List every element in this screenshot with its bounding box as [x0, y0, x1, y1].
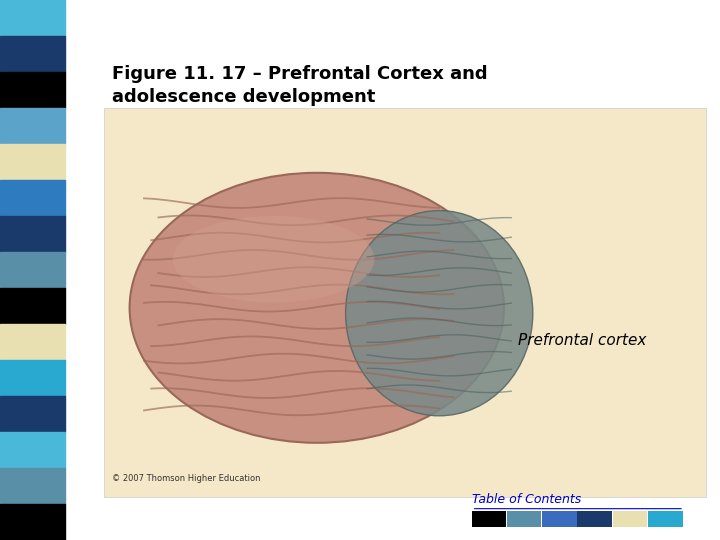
Bar: [0, 432, 65, 468]
Bar: [0, 252, 65, 288]
Bar: [613, 511, 647, 526]
Bar: [0, 468, 65, 504]
Bar: [0, 72, 65, 108]
Bar: [542, 511, 577, 526]
Bar: [0, 36, 65, 72]
Bar: [0, 324, 65, 360]
Ellipse shape: [173, 216, 374, 302]
Bar: [0, 108, 65, 144]
Bar: [577, 511, 612, 526]
Ellipse shape: [130, 173, 504, 443]
Bar: [0, 180, 65, 216]
Bar: [648, 511, 683, 526]
Text: Prefrontal cortex: Prefrontal cortex: [518, 333, 647, 348]
Bar: [0, 0, 65, 36]
Bar: [0, 144, 65, 180]
Bar: [104, 108, 706, 497]
Bar: [0, 504, 65, 540]
Text: Figure 11. 17 – Prefrontal Cortex and
adolescence development: Figure 11. 17 – Prefrontal Cortex and ad…: [112, 65, 487, 106]
Text: Table of Contents: Table of Contents: [472, 493, 581, 506]
Bar: [507, 511, 541, 526]
Bar: [0, 216, 65, 252]
Bar: [0, 396, 65, 432]
Text: © 2007 Thomson Higher Education: © 2007 Thomson Higher Education: [112, 474, 260, 483]
Bar: [472, 511, 506, 526]
Ellipse shape: [346, 211, 533, 416]
Bar: [0, 360, 65, 396]
Bar: [0, 288, 65, 324]
